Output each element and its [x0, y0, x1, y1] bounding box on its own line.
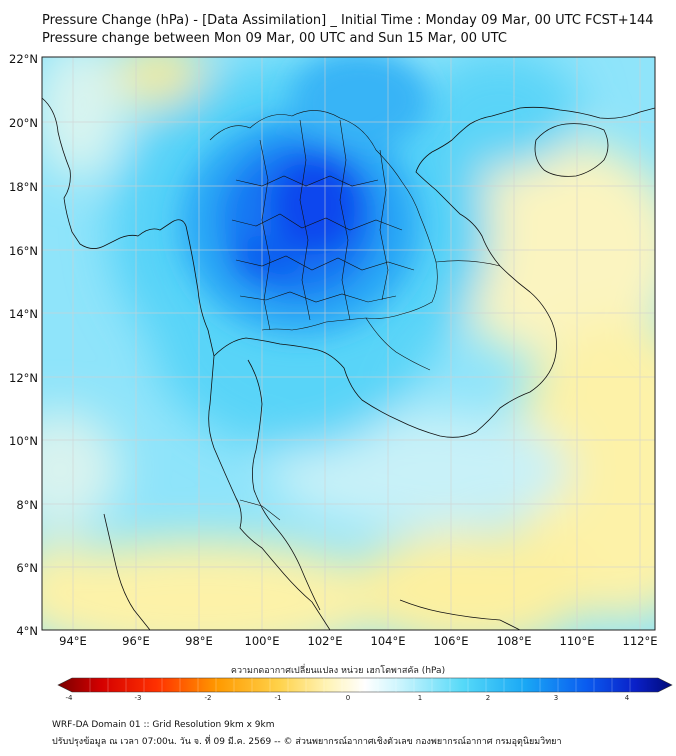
colorbar-tick: 0 — [346, 694, 350, 702]
lon-label: 104°E — [371, 634, 406, 648]
lat-label: 8°N — [16, 498, 38, 512]
longitude-labels: 94°E 96°E 98°E 100°E 102°E 104°E 106°E 1… — [59, 634, 657, 648]
lat-label: 22°N — [9, 52, 38, 66]
colorbar-tick: -1 — [275, 694, 282, 702]
colorbar-tick: 4 — [625, 694, 630, 702]
colorbar-tick: -2 — [205, 694, 212, 702]
pressure-field — [42, 57, 655, 630]
title-line-2: Pressure change between Mon 09 Mar, 00 U… — [42, 31, 507, 46]
admin-borders — [209, 110, 501, 521]
footer-line-2: ปรับปรุงข้อมูล ณ เวลา 07:00น. วัน จ. ที่… — [52, 737, 562, 747]
lat-label: 6°N — [16, 561, 38, 575]
colorbar-tick: 3 — [554, 694, 558, 702]
graticule — [42, 57, 655, 630]
lat-label: 12°N — [9, 371, 38, 385]
lat-label: 20°N — [9, 116, 38, 130]
lat-label: 10°N — [9, 434, 38, 448]
lat-label: 4°N — [16, 624, 38, 638]
lat-label: 18°N — [9, 180, 38, 194]
lat-label: 14°N — [9, 307, 38, 321]
coastlines — [42, 97, 655, 630]
colorbar-tick: 1 — [418, 694, 422, 702]
lon-label: 110°E — [560, 634, 595, 648]
lon-label: 102°E — [308, 634, 343, 648]
lon-label: 98°E — [185, 634, 213, 648]
map-frame — [41, 56, 656, 631]
lon-label: 108°E — [497, 634, 532, 648]
lon-label: 106°E — [434, 634, 469, 648]
colorbar-tick: -3 — [135, 694, 142, 702]
latitude-labels: 22°N 20°N 18°N 16°N 14°N 12°N 10°N 8°N 6… — [9, 52, 38, 638]
colorbar-tick: 2 — [486, 694, 490, 702]
colorbar-ramp — [57, 677, 673, 693]
colorbar-tick: -4 — [66, 694, 74, 702]
title-line-1: Pressure Change (hPa) - [Data Assimilati… — [42, 13, 654, 28]
lat-label: 16°N — [9, 244, 38, 258]
lon-label: 100°E — [245, 634, 280, 648]
lon-label: 96°E — [122, 634, 150, 648]
colorbar-label: ความกดอากาศเปลี่ยนแปลง หน่วย เฮกโตพาสคัล… — [230, 666, 446, 676]
footer-line-1: WRF-DA Domain 01 :: Grid Resolution 9km … — [52, 720, 275, 730]
lon-label: 94°E — [59, 634, 87, 648]
colorbar: -4 -3 -2 -1 0 1 2 3 4 — [57, 677, 673, 702]
colorbar-segments — [89, 678, 631, 692]
lon-label: 112°E — [623, 634, 658, 648]
